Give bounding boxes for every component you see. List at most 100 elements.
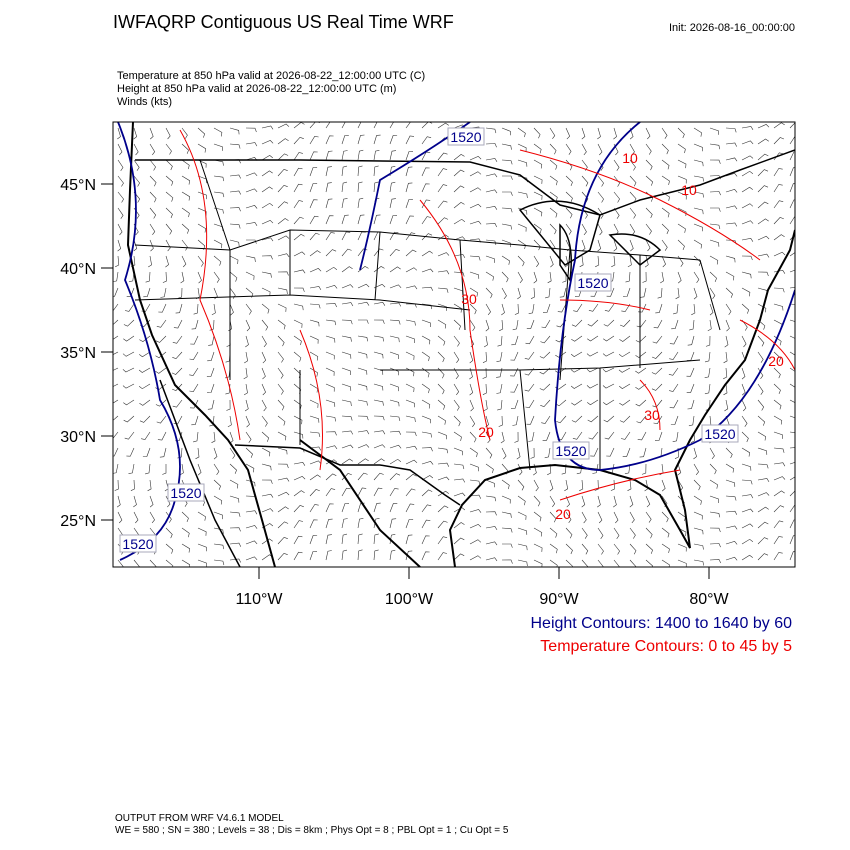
- wind-barb: [357, 518, 364, 529]
- wind-barb: [757, 492, 770, 497]
- wind-barb: [189, 383, 199, 393]
- wind-barb: [437, 462, 450, 467]
- wind-barb: [421, 535, 430, 545]
- wind-barb: [549, 495, 556, 508]
- height-contour: [359, 122, 471, 271]
- wind-barb: [573, 303, 583, 312]
- wind-barb: [389, 335, 400, 343]
- wind-barb: [661, 511, 669, 523]
- wind-barb: [165, 255, 169, 268]
- wind-barb: [245, 479, 256, 487]
- wind-barb: [133, 143, 139, 156]
- wind-barb: [261, 237, 274, 242]
- wind-barb: [227, 415, 232, 428]
- wind-barb: [277, 477, 290, 482]
- wind-barb: [606, 287, 615, 297]
- wind-barb: [421, 504, 432, 513]
- temperature-contour: [179, 129, 795, 501]
- wind-barb: [757, 335, 765, 347]
- wind-barb: [245, 255, 256, 262]
- wind-barb: [789, 447, 795, 449]
- wind-barb: [597, 559, 604, 567]
- wind-barb: [437, 319, 447, 329]
- wind-barb: [117, 239, 122, 252]
- wind-barb: [723, 367, 728, 380]
- wind-barb: [261, 186, 273, 193]
- wind-barb: [741, 303, 750, 314]
- wind-barb: [162, 464, 167, 475]
- wind-barb: [245, 127, 257, 133]
- wind-barb: [549, 223, 557, 235]
- wind-barb: [677, 159, 687, 169]
- wind-barb: [709, 159, 721, 164]
- wind-barb: [293, 475, 306, 481]
- wind-barb: [181, 143, 189, 154]
- wind-barb: [604, 303, 615, 312]
- wind-barb: [511, 335, 519, 346]
- wind-barb: [549, 191, 558, 202]
- wind-barb: [261, 219, 274, 225]
- wind-barb: [325, 150, 333, 161]
- wind-barb: [581, 175, 589, 187]
- wind-barb: [389, 135, 398, 145]
- wind-barb: [501, 479, 510, 490]
- wind-barb: [565, 127, 571, 140]
- wind-barb: [277, 536, 288, 545]
- wind-barb: [309, 183, 318, 193]
- title: IWFAQRP Contiguous US Real Time WRF: [113, 12, 454, 32]
- wind-barb: [623, 287, 631, 297]
- wind-barb: [789, 199, 795, 209]
- wind-barb: [453, 319, 461, 330]
- wind-barb: [165, 559, 174, 567]
- wind-barb: [619, 335, 631, 342]
- wind-barb: [155, 351, 167, 359]
- wind-barb: [517, 543, 528, 551]
- wind-barb: [594, 479, 599, 491]
- wind-barb: [517, 511, 527, 520]
- wind-barb: [373, 518, 380, 529]
- wind-barb: [181, 175, 191, 185]
- lon-label: 80°W: [689, 591, 729, 608]
- wind-barb: [757, 303, 767, 313]
- wind-barb: [138, 367, 151, 373]
- wind-barb: [421, 216, 432, 225]
- wind-barb: [213, 127, 223, 137]
- wind-barb: [645, 543, 653, 554]
- wind-barb: [499, 319, 504, 332]
- wind-barb: [469, 447, 478, 458]
- wind-barb: [373, 458, 385, 465]
- wind-barb: [597, 175, 604, 187]
- wind-barb: [261, 367, 266, 380]
- wind-barb: [325, 215, 334, 225]
- wind-barb: [123, 319, 135, 327]
- wind-barb: [309, 351, 319, 361]
- wind-barb: [693, 143, 703, 152]
- wind-barb: [629, 495, 634, 508]
- wind-barb: [181, 207, 190, 218]
- wind-barb: [149, 223, 156, 235]
- wind-barb: [373, 367, 384, 375]
- wind-barb: [293, 461, 306, 466]
- wind-barb: [261, 463, 272, 471]
- wind-barb: [309, 232, 320, 241]
- wind-barb: [671, 319, 679, 330]
- wind-barb: [469, 351, 474, 364]
- wind-barb: [773, 505, 785, 513]
- wind-barb: [421, 183, 430, 193]
- wind-barb: [496, 383, 503, 394]
- wind-barb: [741, 554, 753, 561]
- wind-barb: [485, 239, 497, 245]
- wind-barb: [229, 511, 241, 517]
- wind-barb: [453, 271, 465, 277]
- wind-barb: [661, 175, 670, 185]
- wind-barb: [293, 152, 303, 161]
- wind-barb: [156, 319, 167, 328]
- wind-barb: [277, 447, 288, 455]
- wind-barb: [213, 511, 223, 520]
- wind-barb: [677, 175, 687, 184]
- wind-barb: [277, 367, 284, 379]
- wind-barb: [587, 415, 599, 423]
- wind-barb: [564, 479, 569, 492]
- wind-barb: [485, 173, 498, 178]
- wind-barb: [293, 335, 302, 346]
